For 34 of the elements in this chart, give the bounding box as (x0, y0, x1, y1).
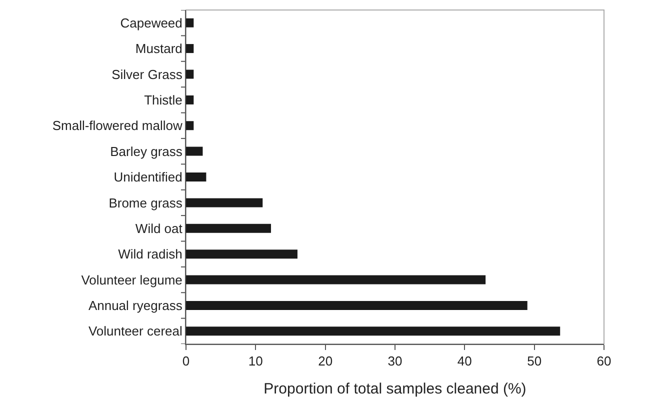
bar (186, 224, 271, 233)
x-tick-label: 20 (318, 354, 333, 369)
y-tick-label: Thistle (144, 92, 182, 108)
bar (186, 326, 560, 336)
bar (186, 146, 203, 156)
y-tick-label: Barley grass (110, 144, 183, 159)
bar (186, 95, 194, 104)
y-tick-label: Small-flowered mallow (52, 118, 184, 134)
bar (186, 70, 194, 79)
y-tick-label: Wild oat (135, 220, 183, 236)
y-tick-label: Wild radish (118, 246, 182, 262)
y-tick-label: Mustard (135, 41, 182, 56)
y-tick-label: Annual ryegrass (88, 298, 183, 314)
x-tick-label: 40 (457, 354, 472, 369)
y-tick-label: Capeweed (120, 15, 182, 30)
bar (186, 121, 194, 130)
y-tick-label: Brome grass (108, 195, 183, 210)
bar (186, 250, 298, 259)
x-tick-label: 0 (182, 354, 190, 369)
bar (186, 44, 194, 54)
bar (186, 300, 528, 310)
x-tick-label: 30 (388, 354, 402, 369)
y-tick-label: Silver Grass (112, 66, 183, 82)
x-axis-title: Proportion of total samples cleaned (%) (264, 380, 526, 398)
bar (186, 198, 263, 208)
y-tick-label: Volunteer legume (81, 272, 182, 288)
y-tick-label: Unidentified (114, 170, 182, 185)
bar (186, 18, 194, 28)
x-tick-label: 60 (596, 354, 612, 369)
x-tick-label: 50 (527, 354, 542, 369)
bar (186, 275, 486, 284)
y-tick-label: Volunteer cereal (88, 324, 183, 339)
bar (186, 172, 206, 182)
x-tick-label: 10 (248, 354, 263, 369)
